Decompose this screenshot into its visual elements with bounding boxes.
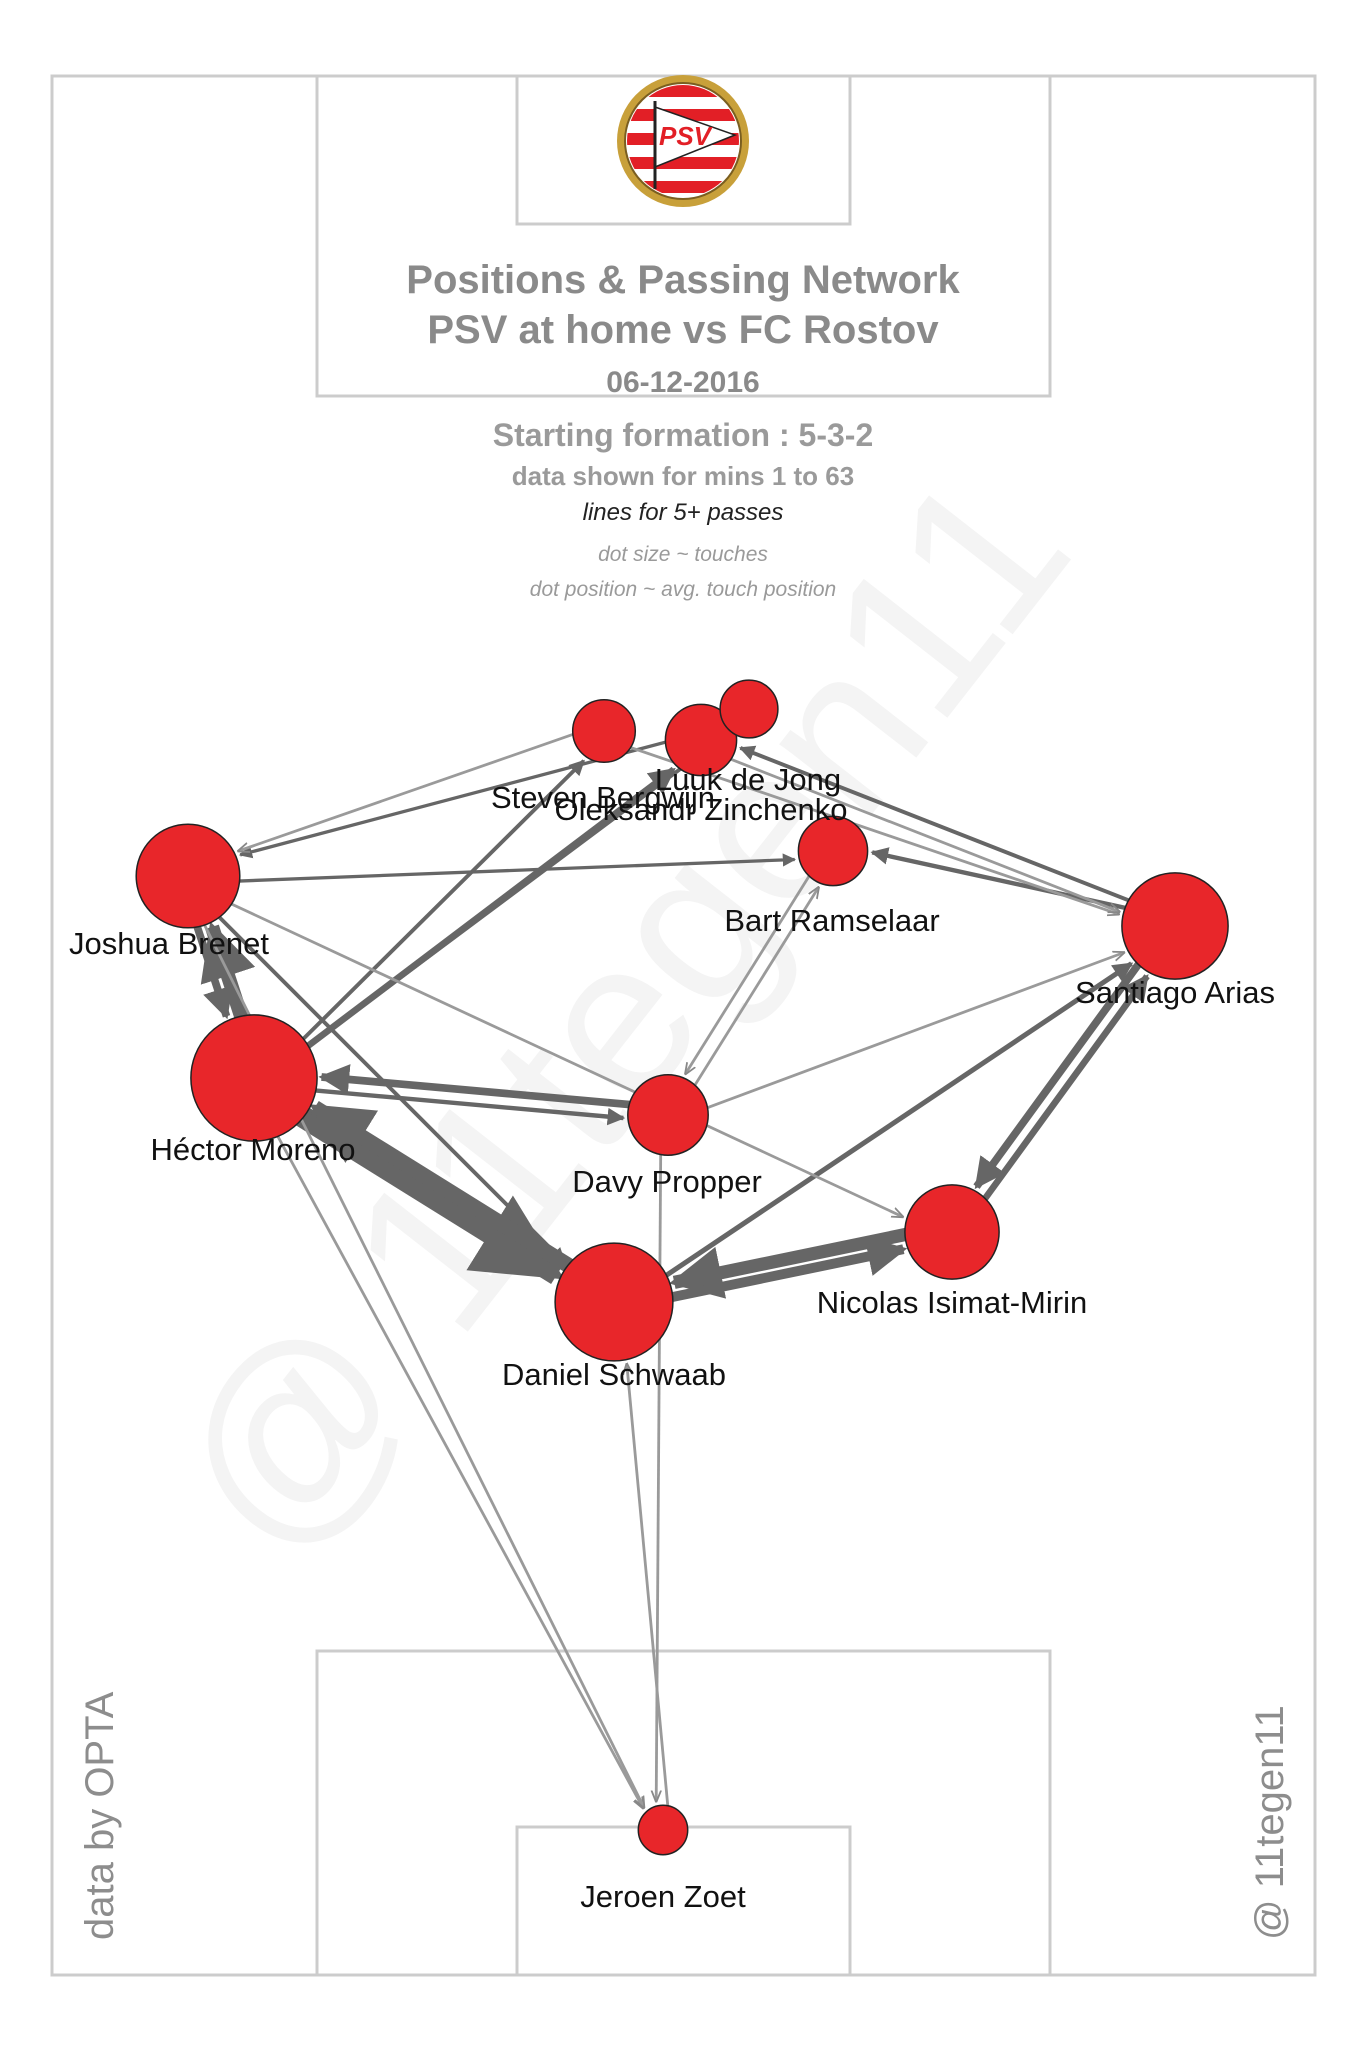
player-label-hector-moreno: Héctor Moreno [150, 1132, 355, 1167]
title-line-2: PSV at home vs FC Rostov [427, 308, 939, 352]
player-label-santiago-arias: Santiago Arias [1075, 975, 1275, 1010]
pass-line-luuk-de-jong-to-santiago-arias [717, 752, 1119, 911]
pass-lines [187, 729, 1154, 1815]
pass-line-jeroen-zoet-to-daniel-schwaab [627, 1364, 670, 1815]
pass-line-santiago-arias-to-bart-ramselaar [870, 847, 1146, 915]
legend-position-label: dot position ~ avg. touch position [530, 578, 836, 601]
pass-line-bart-ramselaar-to-davy-propper [686, 864, 818, 1074]
pass-line-steven-bergwijn-to-joshua-brenet [238, 729, 585, 851]
legend-size-label: dot size ~ touches [598, 543, 768, 566]
player-label-daniel-schwaab: Daniel Schwaab [502, 1357, 726, 1392]
pass-line-daniel-schwaab-to-nicolas-isimat-mirin [648, 1237, 908, 1307]
pass-line-davy-propper-to-santiago-arias [692, 953, 1124, 1115]
player-dot-jeroen-zoet [637, 1804, 689, 1856]
pass-line-hector-moreno-to-davy-propper [290, 1086, 626, 1126]
player-dot-joshua-brenet [135, 823, 241, 929]
pass-line-hector-moreno-to-steven-bergwijn [284, 759, 586, 1058]
logo-text: PSV [659, 121, 714, 151]
player-label-bart-ramselaar: Bart Ramselaar [724, 903, 939, 938]
pass-line-nicolas-isimat-mirin-to-santiago-arias [971, 974, 1150, 1216]
player-dot-luuk-de-jong [664, 703, 738, 777]
penalty-box-bottom [315, 1649, 1052, 1977]
data-source-credit: data by OPTA [78, 1691, 122, 1940]
author-credit: @ 11tegen11 [1248, 1705, 1292, 1940]
player-dot-oleksandr-zinchenko [719, 679, 779, 739]
player-label-oleksandr-zinchenko: Oleksandr Zinchenko [555, 792, 848, 827]
player-label-steven-bergwijn: Steven Bergwijn [491, 780, 715, 815]
player-dot-daniel-schwaab [554, 1242, 674, 1362]
player-dot-steven-bergwijn [571, 698, 637, 764]
player-label-nicolas-isimat-mirin: Nicolas Isimat-Mirin [817, 1285, 1087, 1320]
psv-logo: PSV [617, 75, 749, 207]
player-dot-hector-moreno [190, 1014, 318, 1142]
minutes-label: data shown for mins 1 to 63 [512, 461, 854, 491]
player-label-luuk-de-jong: Luuk de Jong [655, 762, 841, 797]
pass-line-joshua-brenet-to-daniel-schwaab [203, 901, 566, 1264]
pass-line-santiago-arias-to-luuk-de-jong [738, 745, 1149, 910]
pass-line-hector-moreno-to-oleksandr-zinchenko [287, 732, 729, 1063]
formation-label: Starting formation : 5-3-2 [493, 417, 873, 453]
player-dot-bart-ramselaar [797, 815, 869, 887]
pass-line-daniel-schwaab-to-hector-moreno [309, 1100, 592, 1284]
pass-line-davy-propper-to-bart-ramselaar [685, 887, 819, 1100]
pass-line-hector-moreno-to-jeroen-zoet [264, 1113, 643, 1809]
player-label-jeroen-zoet: Jeroen Zoet [580, 1879, 746, 1914]
player-label-joshua-brenet: Joshua Brenet [69, 926, 269, 961]
pass-line-joshua-brenet-to-nicolas-isimat-mirin [212, 894, 903, 1217]
player-dot-davy-propper [627, 1074, 709, 1156]
player-label-davy-propper: Davy Propper [572, 1164, 762, 1199]
pass-line-davy-propper-to-hector-moreno [318, 1064, 645, 1110]
pass-line-santiago-arias-to-nicolas-isimat-mirin [973, 945, 1154, 1190]
player-dots [135, 679, 1229, 1856]
pass-line-joshua-brenet-to-bart-ramselaar [219, 853, 797, 884]
pass-line-daniel-schwaab-to-santiago-arias [645, 961, 1134, 1291]
watermark: @ 11tegen11 [126, 429, 1115, 1598]
threshold-label: lines for 5+ passes [583, 499, 784, 526]
title-line-1: Positions & Passing Network [406, 258, 960, 302]
player-dot-santiago-arias [1121, 872, 1229, 980]
player-dot-nicolas-isimat-mirin [904, 1184, 1000, 1280]
header: Positions & Passing Network PSV at home … [406, 258, 960, 601]
match-date: 06-12-2016 [606, 366, 759, 399]
